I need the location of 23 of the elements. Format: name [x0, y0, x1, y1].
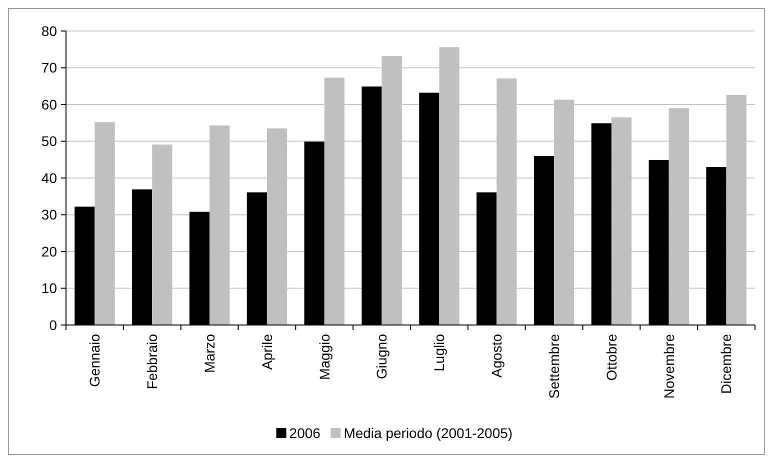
- x-tick-label: Novembre: [660, 334, 677, 399]
- y-tick-label: 60: [41, 96, 58, 112]
- legend-label: Media periodo (2001-2005): [344, 424, 513, 441]
- x-tick-label: Dicembre: [718, 334, 734, 394]
- y-tick-label: 40: [41, 170, 58, 186]
- x-tick-label: Gennaio: [86, 334, 103, 387]
- x-tick-label: Ottobre: [603, 334, 620, 381]
- legend-label: 2006: [289, 424, 321, 441]
- y-tick-label: 50: [41, 133, 58, 150]
- x-tick-label: Settembre: [546, 334, 562, 399]
- x-tick-label: Agosto: [488, 334, 505, 378]
- y-tick-label: 80: [41, 22, 58, 39]
- x-tick-label: Luglio: [431, 334, 448, 372]
- x-tick-label: Giugno: [374, 334, 390, 380]
- y-tick-label: 0: [49, 316, 58, 333]
- x-tick-label: Aprile: [258, 334, 275, 370]
- x-tick-label: Maggio: [316, 334, 332, 380]
- y-tick-label: 30: [41, 206, 58, 223]
- y-tick-label: 10: [41, 280, 58, 296]
- y-tick-label: 70: [41, 60, 58, 76]
- x-tick-label: Marzo: [201, 334, 218, 373]
- y-tick-label: 20: [41, 243, 58, 260]
- x-tick-label: Febbraio: [144, 334, 160, 390]
